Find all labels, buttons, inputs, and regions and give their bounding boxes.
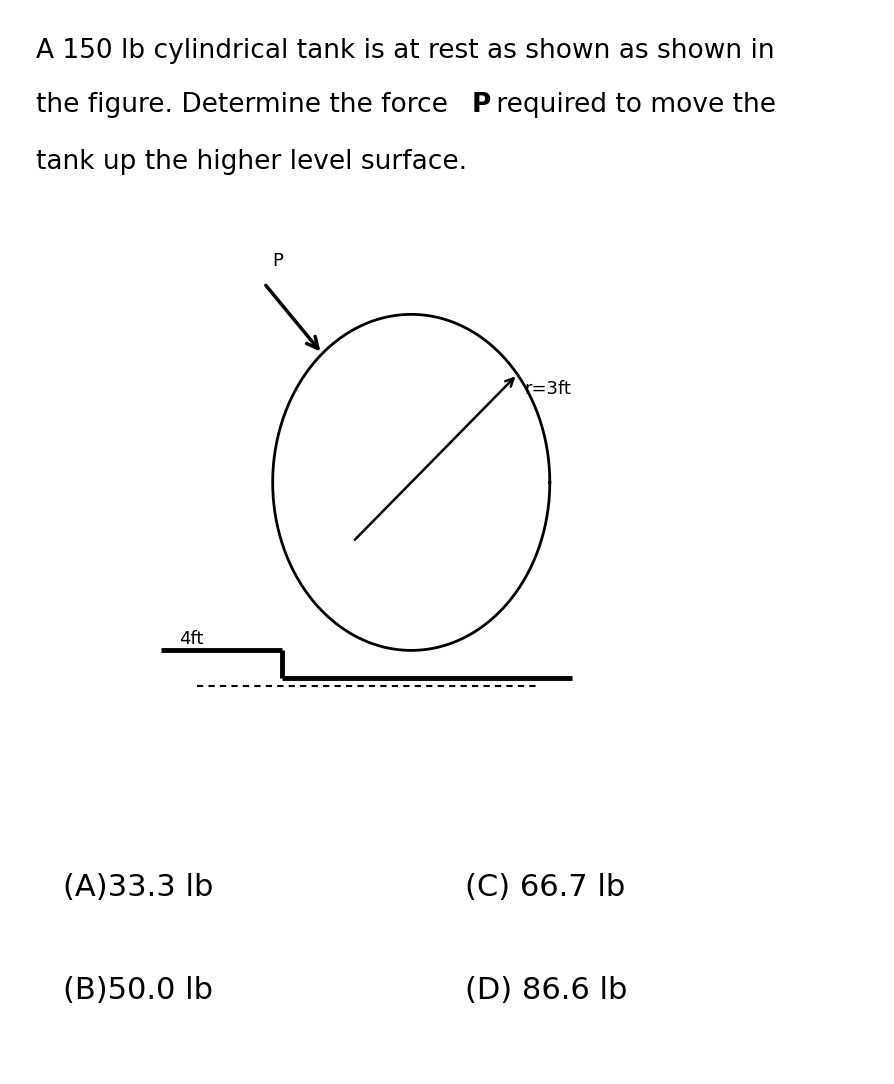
Text: (C) 66.7 lb: (C) 66.7 lb xyxy=(465,873,625,902)
Text: P: P xyxy=(272,253,283,270)
Text: required to move the: required to move the xyxy=(488,92,776,118)
Text: A 150 lb cylindrical tank is at rest as shown as shown in: A 150 lb cylindrical tank is at rest as … xyxy=(36,38,774,64)
Text: (A)33.3 lb: (A)33.3 lb xyxy=(63,873,213,902)
Text: P: P xyxy=(472,92,492,118)
Text: (B)50.0 lb: (B)50.0 lb xyxy=(63,976,213,1005)
Text: tank up the higher level surface.: tank up the higher level surface. xyxy=(36,149,467,175)
Text: r=3ft: r=3ft xyxy=(525,379,571,398)
Text: the figure. Determine the force: the figure. Determine the force xyxy=(36,92,456,118)
Text: 4ft: 4ft xyxy=(179,630,203,648)
Text: (D) 86.6 lb: (D) 86.6 lb xyxy=(465,976,628,1005)
